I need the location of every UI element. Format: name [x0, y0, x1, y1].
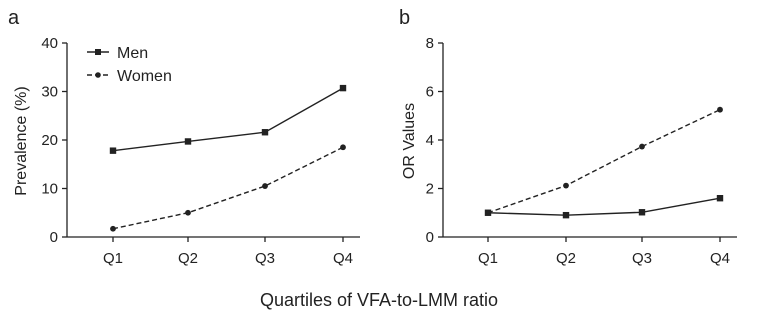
- data-point-women: [717, 106, 723, 113]
- x-tick-label: Q1: [478, 250, 498, 267]
- panel-label-a: a: [8, 7, 20, 29]
- y-tick-label: 6: [426, 84, 434, 101]
- legend-marker-women: [95, 72, 101, 78]
- x-tick-label: Q4: [333, 250, 353, 267]
- y-axis-title-a: Prevalence (%): [13, 86, 30, 195]
- y-ticks-b: 0 2 4 6 8: [426, 35, 443, 246]
- y-tick-label: 2: [426, 181, 434, 198]
- x-tick-label: Q1: [103, 250, 123, 267]
- y-ticks-a: 0 10 20 30 40: [41, 35, 67, 246]
- x-tick-label: Q3: [632, 250, 652, 267]
- x-ticks-b: Q1 Q2 Q3 Q4: [478, 237, 730, 267]
- data-point-men: [716, 195, 724, 202]
- data-point-women: [185, 209, 191, 216]
- data-point-women: [639, 143, 645, 150]
- series-line-women: [487, 109, 721, 214]
- series-a: [109, 84, 347, 232]
- y-tick-label: 4: [426, 132, 434, 149]
- x-tick-label: Q4: [710, 250, 730, 267]
- y-tick-label: 20: [41, 132, 58, 149]
- data-point-men: [109, 147, 117, 154]
- y-tick-label: 8: [426, 35, 434, 52]
- data-point-women: [110, 225, 116, 232]
- data-point-men: [339, 84, 347, 92]
- data-point-women: [563, 182, 569, 189]
- data-point-men: [261, 129, 269, 136]
- series-line-men: [112, 87, 344, 152]
- y-tick-label: 40: [41, 35, 58, 52]
- data-point-men: [184, 138, 192, 145]
- data-point-women: [340, 144, 346, 151]
- data-point-men: [562, 211, 570, 219]
- series-b: [484, 106, 724, 219]
- x-ticks-a: Q1 Q2 Q3 Q4: [103, 237, 353, 267]
- legend-a: Men Women: [87, 45, 172, 85]
- data-point-women: [262, 183, 268, 189]
- y-axis-title-b: OR Values: [401, 103, 418, 179]
- series-line-women: [112, 146, 344, 230]
- legend-label-men: Men: [117, 45, 148, 62]
- data-point-women: [485, 209, 491, 216]
- axes-a: [66, 43, 360, 238]
- x-tick-label: Q3: [255, 250, 275, 267]
- y-tick-label: 30: [41, 84, 58, 101]
- axes-b: [442, 43, 737, 238]
- y-tick-label: 0: [426, 229, 434, 246]
- shared-x-axis-title: Quartiles of VFA-to-LMM ratio: [260, 290, 498, 310]
- panel-label-b: b: [399, 7, 410, 29]
- panel-a: a Prevalence (%) 0 10 20 30 40 Q1 Q2 Q3 Q4 Men …: [8, 7, 360, 267]
- series-line-men: [487, 197, 721, 216]
- x-tick-label: Q2: [556, 250, 576, 267]
- x-tick-label: Q2: [178, 250, 198, 267]
- y-tick-label: 0: [50, 229, 58, 246]
- data-point-men: [638, 209, 646, 216]
- y-tick-label: 10: [41, 181, 58, 198]
- legend-marker-men: [95, 49, 101, 55]
- legend-label-women: Women: [117, 68, 172, 85]
- panel-b: b OR Values 0 2 4 6 8 Q1 Q2 Q3 Q4: [399, 7, 737, 267]
